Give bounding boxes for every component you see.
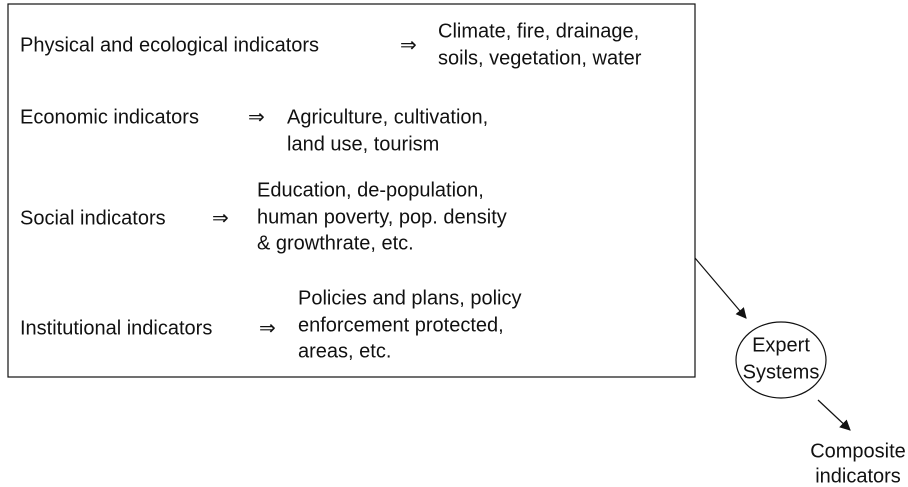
node-label: Expert bbox=[752, 334, 810, 356]
indicator-label: Institutional indicators bbox=[20, 317, 212, 339]
arrow-symbol: ⇒ bbox=[248, 106, 265, 128]
indicator-label: Physical and ecological indicators bbox=[20, 34, 319, 56]
indicator-detail: Education, de-population, bbox=[257, 179, 484, 201]
output-label: Composite bbox=[810, 440, 906, 462]
connector-arrow bbox=[817, 399, 851, 431]
indicator-detail: soils, vegetation, water bbox=[438, 47, 642, 69]
arrow-symbol: ⇒ bbox=[259, 317, 276, 339]
arrow-symbol: ⇒ bbox=[400, 34, 417, 56]
node-label: Systems bbox=[743, 361, 820, 383]
indicator-detail: enforcement protected, bbox=[298, 314, 504, 336]
indicator-detail: areas, etc. bbox=[298, 340, 391, 362]
indicator-detail: Agriculture, cultivation, bbox=[287, 106, 488, 128]
output-label: indicators bbox=[815, 465, 901, 487]
indicator-detail: Policies and plans, policy bbox=[298, 287, 521, 309]
indicator-label: Economic indicators bbox=[20, 106, 199, 128]
connector-arrow bbox=[694, 257, 747, 319]
expert-node bbox=[735, 321, 827, 399]
indicator-detail: Climate, fire, drainage, bbox=[438, 20, 639, 42]
indicator-label: Social indicators bbox=[20, 207, 166, 229]
indicator-box bbox=[7, 3, 696, 378]
arrow-symbol: ⇒ bbox=[212, 207, 229, 229]
indicator-detail: land use, tourism bbox=[287, 133, 439, 155]
indicator-detail: & growthrate, etc. bbox=[257, 232, 414, 254]
indicator-detail: human poverty, pop. density bbox=[257, 206, 507, 228]
